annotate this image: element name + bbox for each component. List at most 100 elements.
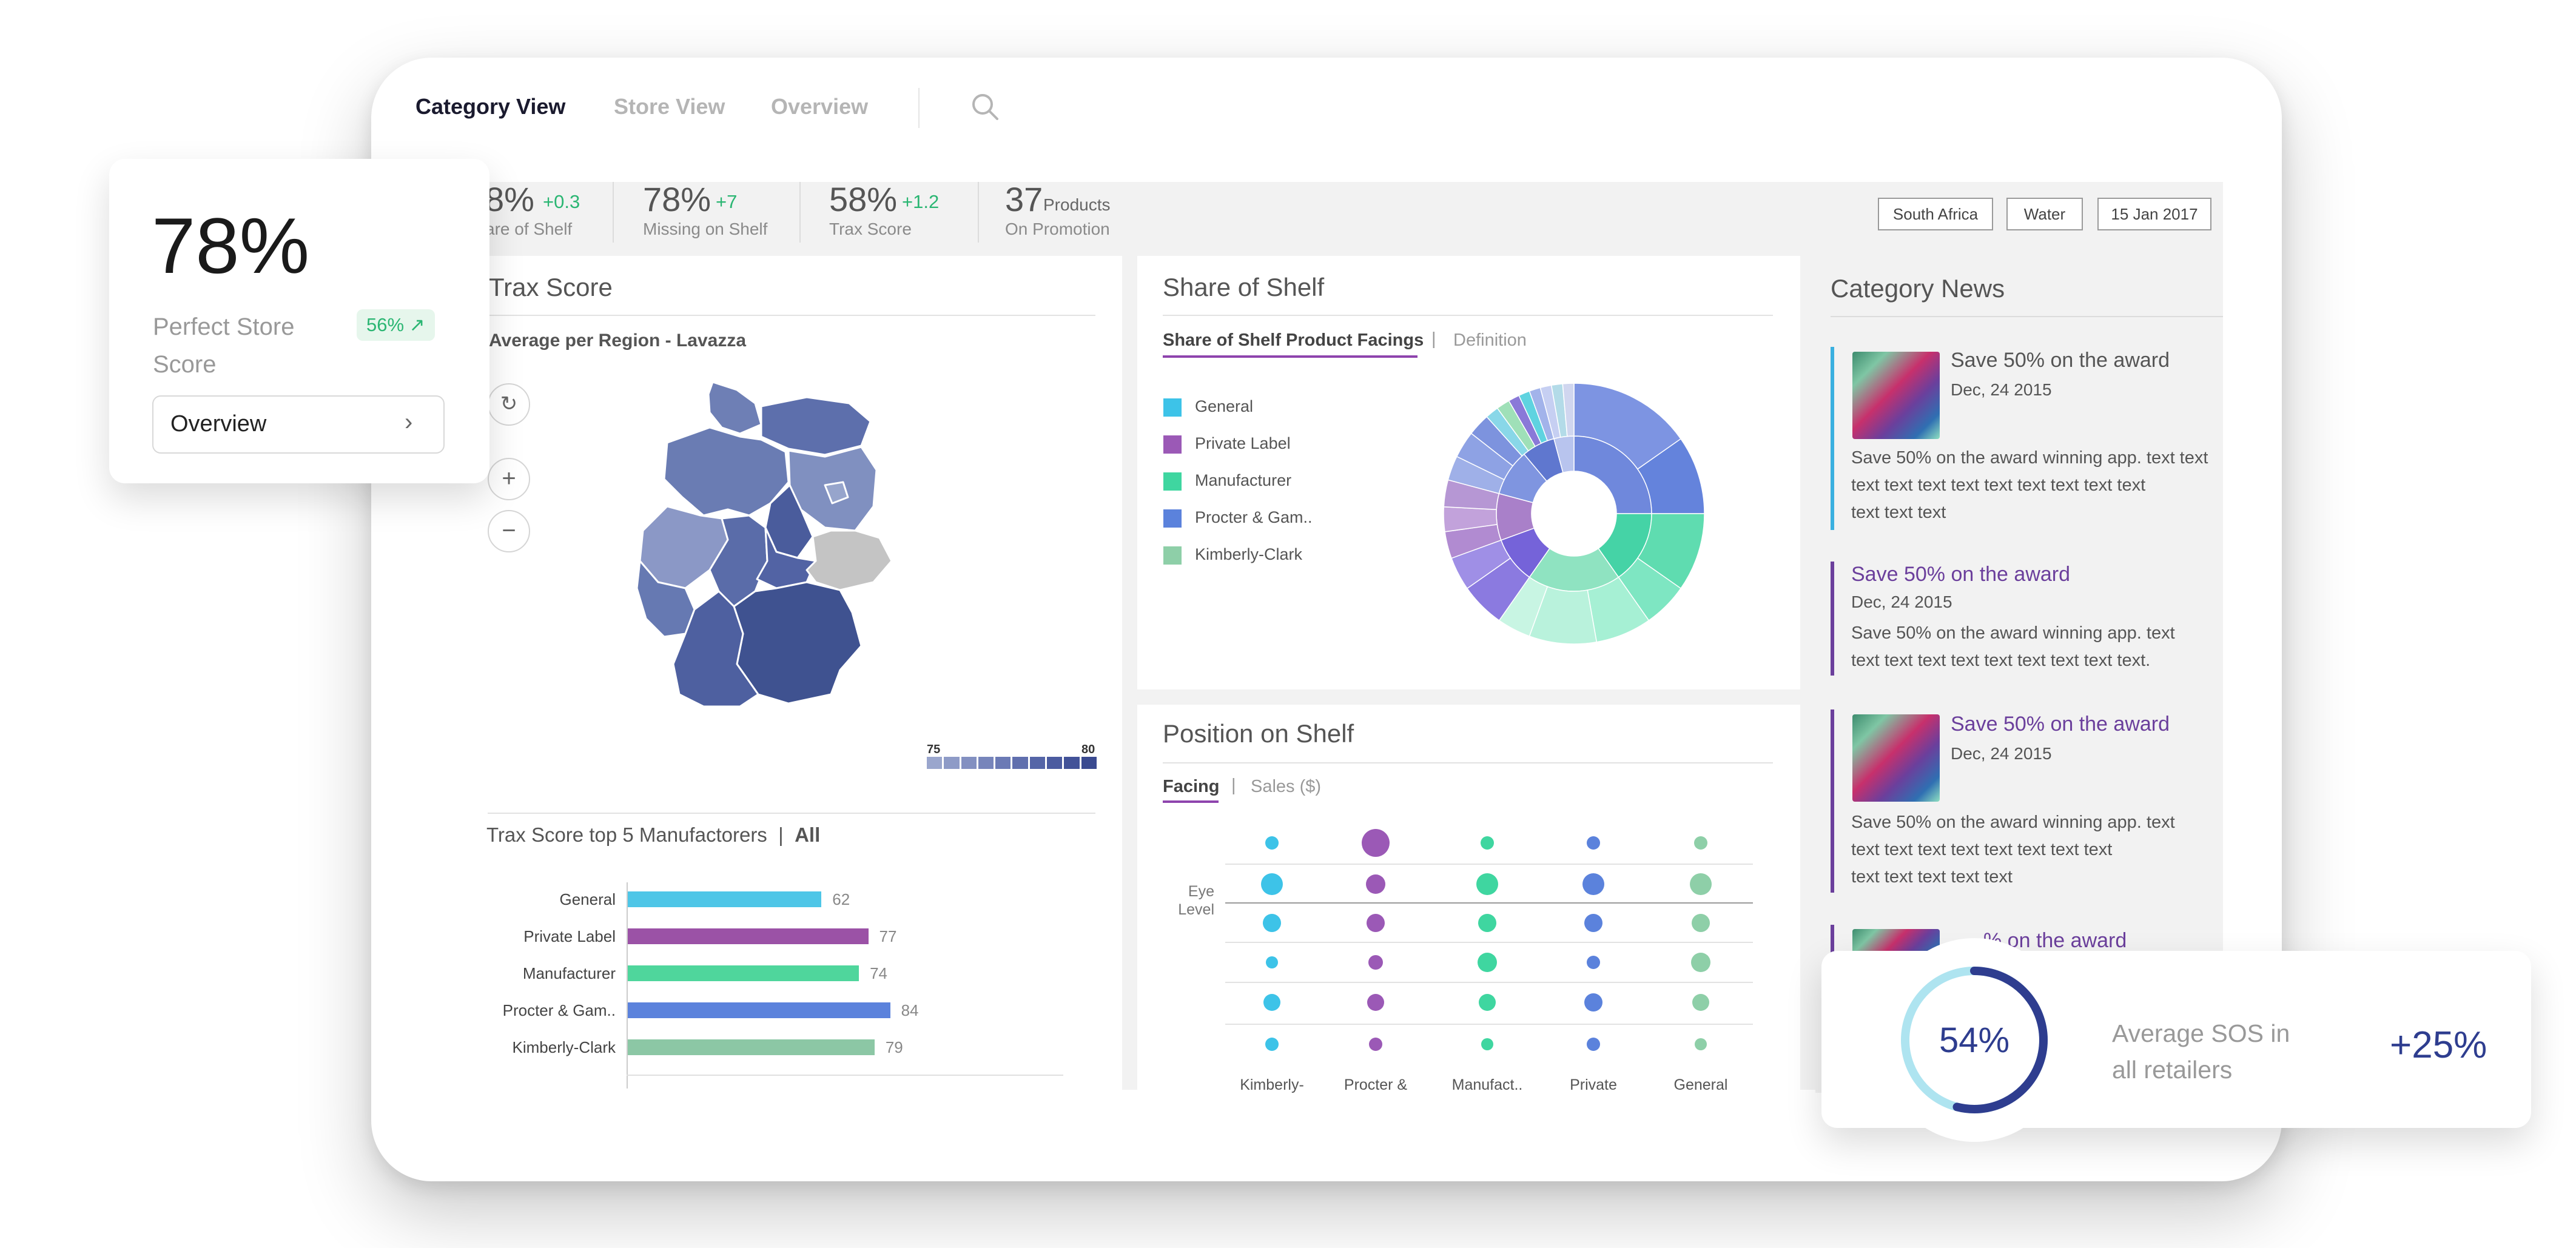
grid-line: [1225, 1024, 1753, 1025]
filter-date[interactable]: 15 Jan 2017: [2097, 198, 2211, 230]
bar-baseline: [627, 1075, 1063, 1076]
overview-button[interactable]: Overview ›: [152, 395, 445, 454]
kpi-share-of-shelf-value: 8%: [485, 180, 534, 218]
legend-kimberly: Kimberly-Clark: [1163, 545, 1302, 565]
news-title[interactable]: Save 50% on the award: [1951, 349, 2170, 372]
plus-icon[interactable]: +: [488, 458, 530, 500]
bar-value-label: 74: [870, 964, 888, 982]
bar-category-label: Kimberly-Clark: [512, 1038, 616, 1056]
bar[interactable]: [628, 1039, 875, 1055]
position-bubble[interactable]: [1263, 914, 1281, 932]
news-text: Save 50% on the award winning app. text …: [1851, 448, 2208, 522]
kpi-share-of-shelf-delta: +0.3: [543, 191, 580, 212]
bar[interactable]: [628, 928, 869, 944]
kpi-promotion-unit: Products: [1043, 195, 1111, 214]
legend-private-label: Private Label: [1163, 434, 1291, 454]
bar-axis: [627, 882, 628, 1089]
sunburst-segment[interactable]: [1636, 438, 1704, 514]
position-bubble[interactable]: [1367, 914, 1385, 932]
kpi-divider: [613, 182, 614, 243]
position-bubble[interactable]: [1587, 956, 1600, 969]
position-bubble[interactable]: [1478, 953, 1497, 972]
sos-delta: +25%: [2390, 1024, 2487, 1066]
position-bubble[interactable]: [1695, 1038, 1707, 1050]
share-of-shelf-title: Share of Shelf: [1163, 273, 1325, 301]
bar[interactable]: [628, 1002, 890, 1018]
tab-overview[interactable]: Overview: [771, 94, 869, 119]
position-bubble[interactable]: [1587, 836, 1600, 850]
minus-icon[interactable]: −: [488, 510, 530, 552]
position-bubble[interactable]: [1368, 955, 1383, 970]
position-bubble[interactable]: [1261, 873, 1283, 895]
news-thumbnail[interactable]: [1852, 714, 1940, 802]
germany-map[interactable]: [631, 379, 922, 737]
sos-value: 54%: [1939, 1021, 2010, 1060]
manufacturers-title: Trax Score top 5 Manufactorers | All: [486, 824, 821, 846]
manufacturers-filter-all[interactable]: All: [795, 824, 821, 846]
grid-line: [1225, 942, 1753, 943]
grid-line: [1225, 982, 1753, 983]
bar-category-label: General: [559, 890, 616, 908]
position-bubble[interactable]: [1690, 873, 1712, 895]
tab-category-view[interactable]: Category View: [415, 94, 566, 119]
scale-min-label: 75: [927, 743, 941, 756]
x-category-label: Procter &: [1343, 1076, 1408, 1093]
position-on-shelf-panel: [1137, 705, 1800, 1093]
position-on-shelf-title: Position on Shelf: [1163, 719, 1354, 748]
active-tab-underline: [1163, 800, 1219, 803]
tab-definition[interactable]: Definition: [1453, 330, 1527, 350]
bar[interactable]: [628, 891, 822, 907]
position-bubble[interactable]: [1366, 874, 1385, 894]
news-title[interactable]: Save 50% on the award: [1951, 713, 2170, 736]
trax-score-title: Trax Score: [489, 273, 613, 301]
grid-line: [1225, 902, 1753, 904]
position-bubble[interactable]: [1476, 873, 1498, 895]
position-bubble[interactable]: [1369, 1038, 1382, 1051]
tab-facing[interactable]: Facing: [1163, 777, 1220, 796]
sos-progress-ring: [1877, 938, 2071, 1142]
kpi-share-of-shelf-label: are of Shelf: [485, 220, 573, 238]
position-bubble[interactable]: [1692, 914, 1710, 932]
kpi-missing-value: 78%: [643, 180, 711, 218]
position-bubble[interactable]: [1582, 873, 1604, 895]
position-bubble[interactable]: [1584, 914, 1602, 932]
x-category-label: General: [1673, 1076, 1728, 1093]
kpi-missing-label: Missing on Shelf: [643, 220, 768, 238]
news-text: Save 50% on the award winning app. text t…: [1851, 813, 2175, 887]
legend-general: General: [1163, 397, 1253, 417]
tab-store-view[interactable]: Store View: [614, 94, 725, 119]
filter-category[interactable]: Water: [2006, 198, 2083, 230]
position-bubble[interactable]: [1692, 994, 1709, 1011]
position-bubble[interactable]: [1481, 1038, 1493, 1050]
kpi-divider: [978, 182, 979, 243]
position-bubble[interactable]: [1587, 1038, 1600, 1051]
position-bubble[interactable]: [1367, 994, 1384, 1011]
position-bubble[interactable]: [1265, 1038, 1279, 1051]
position-bubble[interactable]: [1362, 829, 1390, 857]
share-of-shelf-sunburst[interactable]: [1444, 383, 1704, 644]
position-bubble[interactable]: [1584, 993, 1602, 1011]
news-title[interactable]: Save 50% on the award: [1851, 563, 2071, 586]
reset-icon[interactable]: ↻: [488, 383, 530, 426]
bar[interactable]: [628, 965, 859, 981]
position-bubble[interactable]: [1691, 953, 1710, 972]
search-icon[interactable]: [970, 92, 1000, 121]
position-bubble[interactable]: [1694, 836, 1707, 850]
tab-sales[interactable]: Sales ($): [1251, 777, 1322, 796]
tab-product-facings[interactable]: Share of Shelf Product Facings: [1163, 330, 1424, 350]
bar-value-label: 77: [879, 927, 897, 945]
position-bubble[interactable]: [1266, 956, 1278, 968]
position-bubble[interactable]: [1481, 836, 1494, 850]
filter-country[interactable]: South Africa: [1878, 198, 1993, 230]
position-bubble[interactable]: [1263, 994, 1280, 1011]
map-subtitle: Average per Region - Lavazza: [489, 330, 747, 351]
position-bubble[interactable]: [1479, 994, 1496, 1011]
tab-divider: |: [1231, 776, 1236, 795]
position-bubble[interactable]: [1265, 836, 1279, 850]
news-thumbnail[interactable]: [1852, 352, 1940, 439]
perfect-store-score-label: Perfect Store Score: [153, 314, 295, 378]
sunburst-segment[interactable]: [1562, 383, 1575, 437]
position-bubble[interactable]: [1478, 914, 1496, 932]
news-date: Dec, 24 2015: [1951, 380, 2052, 399]
tab-divider: |: [1431, 329, 1436, 349]
